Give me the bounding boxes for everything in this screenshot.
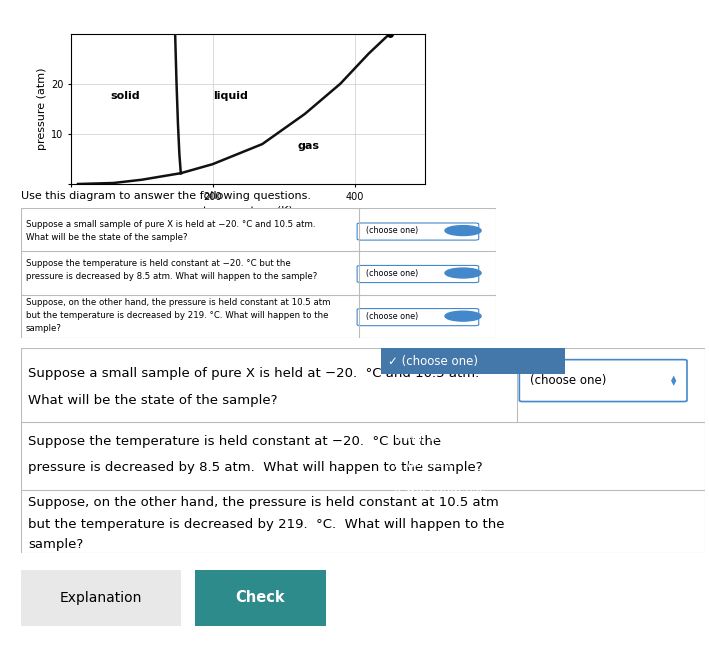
Text: pressure is decreased by 8.5 atm. What will happen to the sample?: pressure is decreased by 8.5 atm. What w… (26, 272, 317, 281)
Text: Suppose the temperature is held constant at −20. °C but the: Suppose the temperature is held constant… (26, 259, 291, 268)
Text: It will melt.: It will melt. (393, 406, 459, 419)
Text: It will condense.: It will condense. (393, 482, 489, 495)
Text: Suppose the temperature is held constant at −20.  °C but the: Suppose the temperature is held constant… (28, 435, 441, 448)
Text: solid: solid (110, 91, 140, 100)
Text: Suppose, on the other hand, the pressure is held constant at 10.5 atm: Suppose, on the other hand, the pressure… (26, 298, 330, 307)
Text: v: v (72, 9, 80, 19)
FancyBboxPatch shape (21, 208, 496, 338)
Text: Explanation: Explanation (60, 591, 143, 605)
Text: Suppose a small sample of pure X is held at −20. °C and 10.5 atm.: Suppose a small sample of pure X is held… (26, 220, 316, 228)
Text: Nothing.: Nothing. (393, 380, 444, 393)
Text: It will deposit.: It will deposit. (393, 533, 476, 547)
Text: Check: Check (236, 590, 285, 606)
Text: i: i (462, 228, 464, 234)
Text: (choose one): (choose one) (366, 269, 418, 277)
Text: It will sublime.: It will sublime. (393, 508, 479, 521)
Text: i: i (462, 270, 464, 276)
Text: but the temperature is decreased by 219. °C. What will happen to the: but the temperature is decreased by 219.… (26, 311, 328, 320)
Text: but the temperature is decreased by 219.  °C.  What will happen to the: but the temperature is decreased by 219.… (28, 518, 505, 531)
Text: liquid: liquid (213, 91, 247, 100)
Text: (choose one): (choose one) (366, 312, 418, 321)
FancyBboxPatch shape (21, 348, 705, 553)
Text: sample?: sample? (28, 538, 84, 551)
Text: sample?: sample? (26, 324, 62, 333)
Text: It will freeze.: It will freeze. (393, 431, 469, 444)
FancyBboxPatch shape (520, 360, 687, 401)
Text: (choose one): (choose one) (366, 226, 418, 235)
Text: pressure is decreased by 8.5 atm.  What will happen to the sample?: pressure is decreased by 8.5 atm. What w… (28, 462, 483, 474)
Text: (choose one): (choose one) (530, 374, 606, 387)
Text: ✓ (choose one): ✓ (choose one) (388, 354, 478, 368)
Text: What will be the state of the sample?: What will be the state of the sample? (26, 232, 187, 242)
Y-axis label: pressure (atm): pressure (atm) (37, 68, 47, 150)
FancyBboxPatch shape (357, 309, 479, 326)
Text: It will boil.: It will boil. (393, 457, 454, 470)
Text: i: i (462, 313, 464, 319)
Text: gas: gas (298, 141, 320, 151)
FancyBboxPatch shape (357, 223, 479, 240)
FancyBboxPatch shape (15, 567, 187, 628)
Text: What will be the state of the sample?: What will be the state of the sample? (28, 394, 278, 407)
X-axis label: temperature (K): temperature (K) (203, 206, 293, 216)
FancyBboxPatch shape (190, 567, 331, 628)
Circle shape (445, 311, 481, 321)
Text: Suppose, on the other hand, the pressure is held constant at 10.5 atm: Suppose, on the other hand, the pressure… (28, 496, 499, 509)
Circle shape (445, 268, 481, 278)
Text: Use this diagram to answer the following questions.: Use this diagram to answer the following… (21, 191, 311, 201)
Text: ▲
▼: ▲ ▼ (671, 375, 676, 386)
Text: Suppose a small sample of pure Χ is held at −20.  °C and 10.5 atm.: Suppose a small sample of pure Χ is held… (28, 367, 479, 381)
FancyBboxPatch shape (357, 265, 479, 283)
Circle shape (445, 226, 481, 236)
FancyBboxPatch shape (381, 348, 565, 374)
